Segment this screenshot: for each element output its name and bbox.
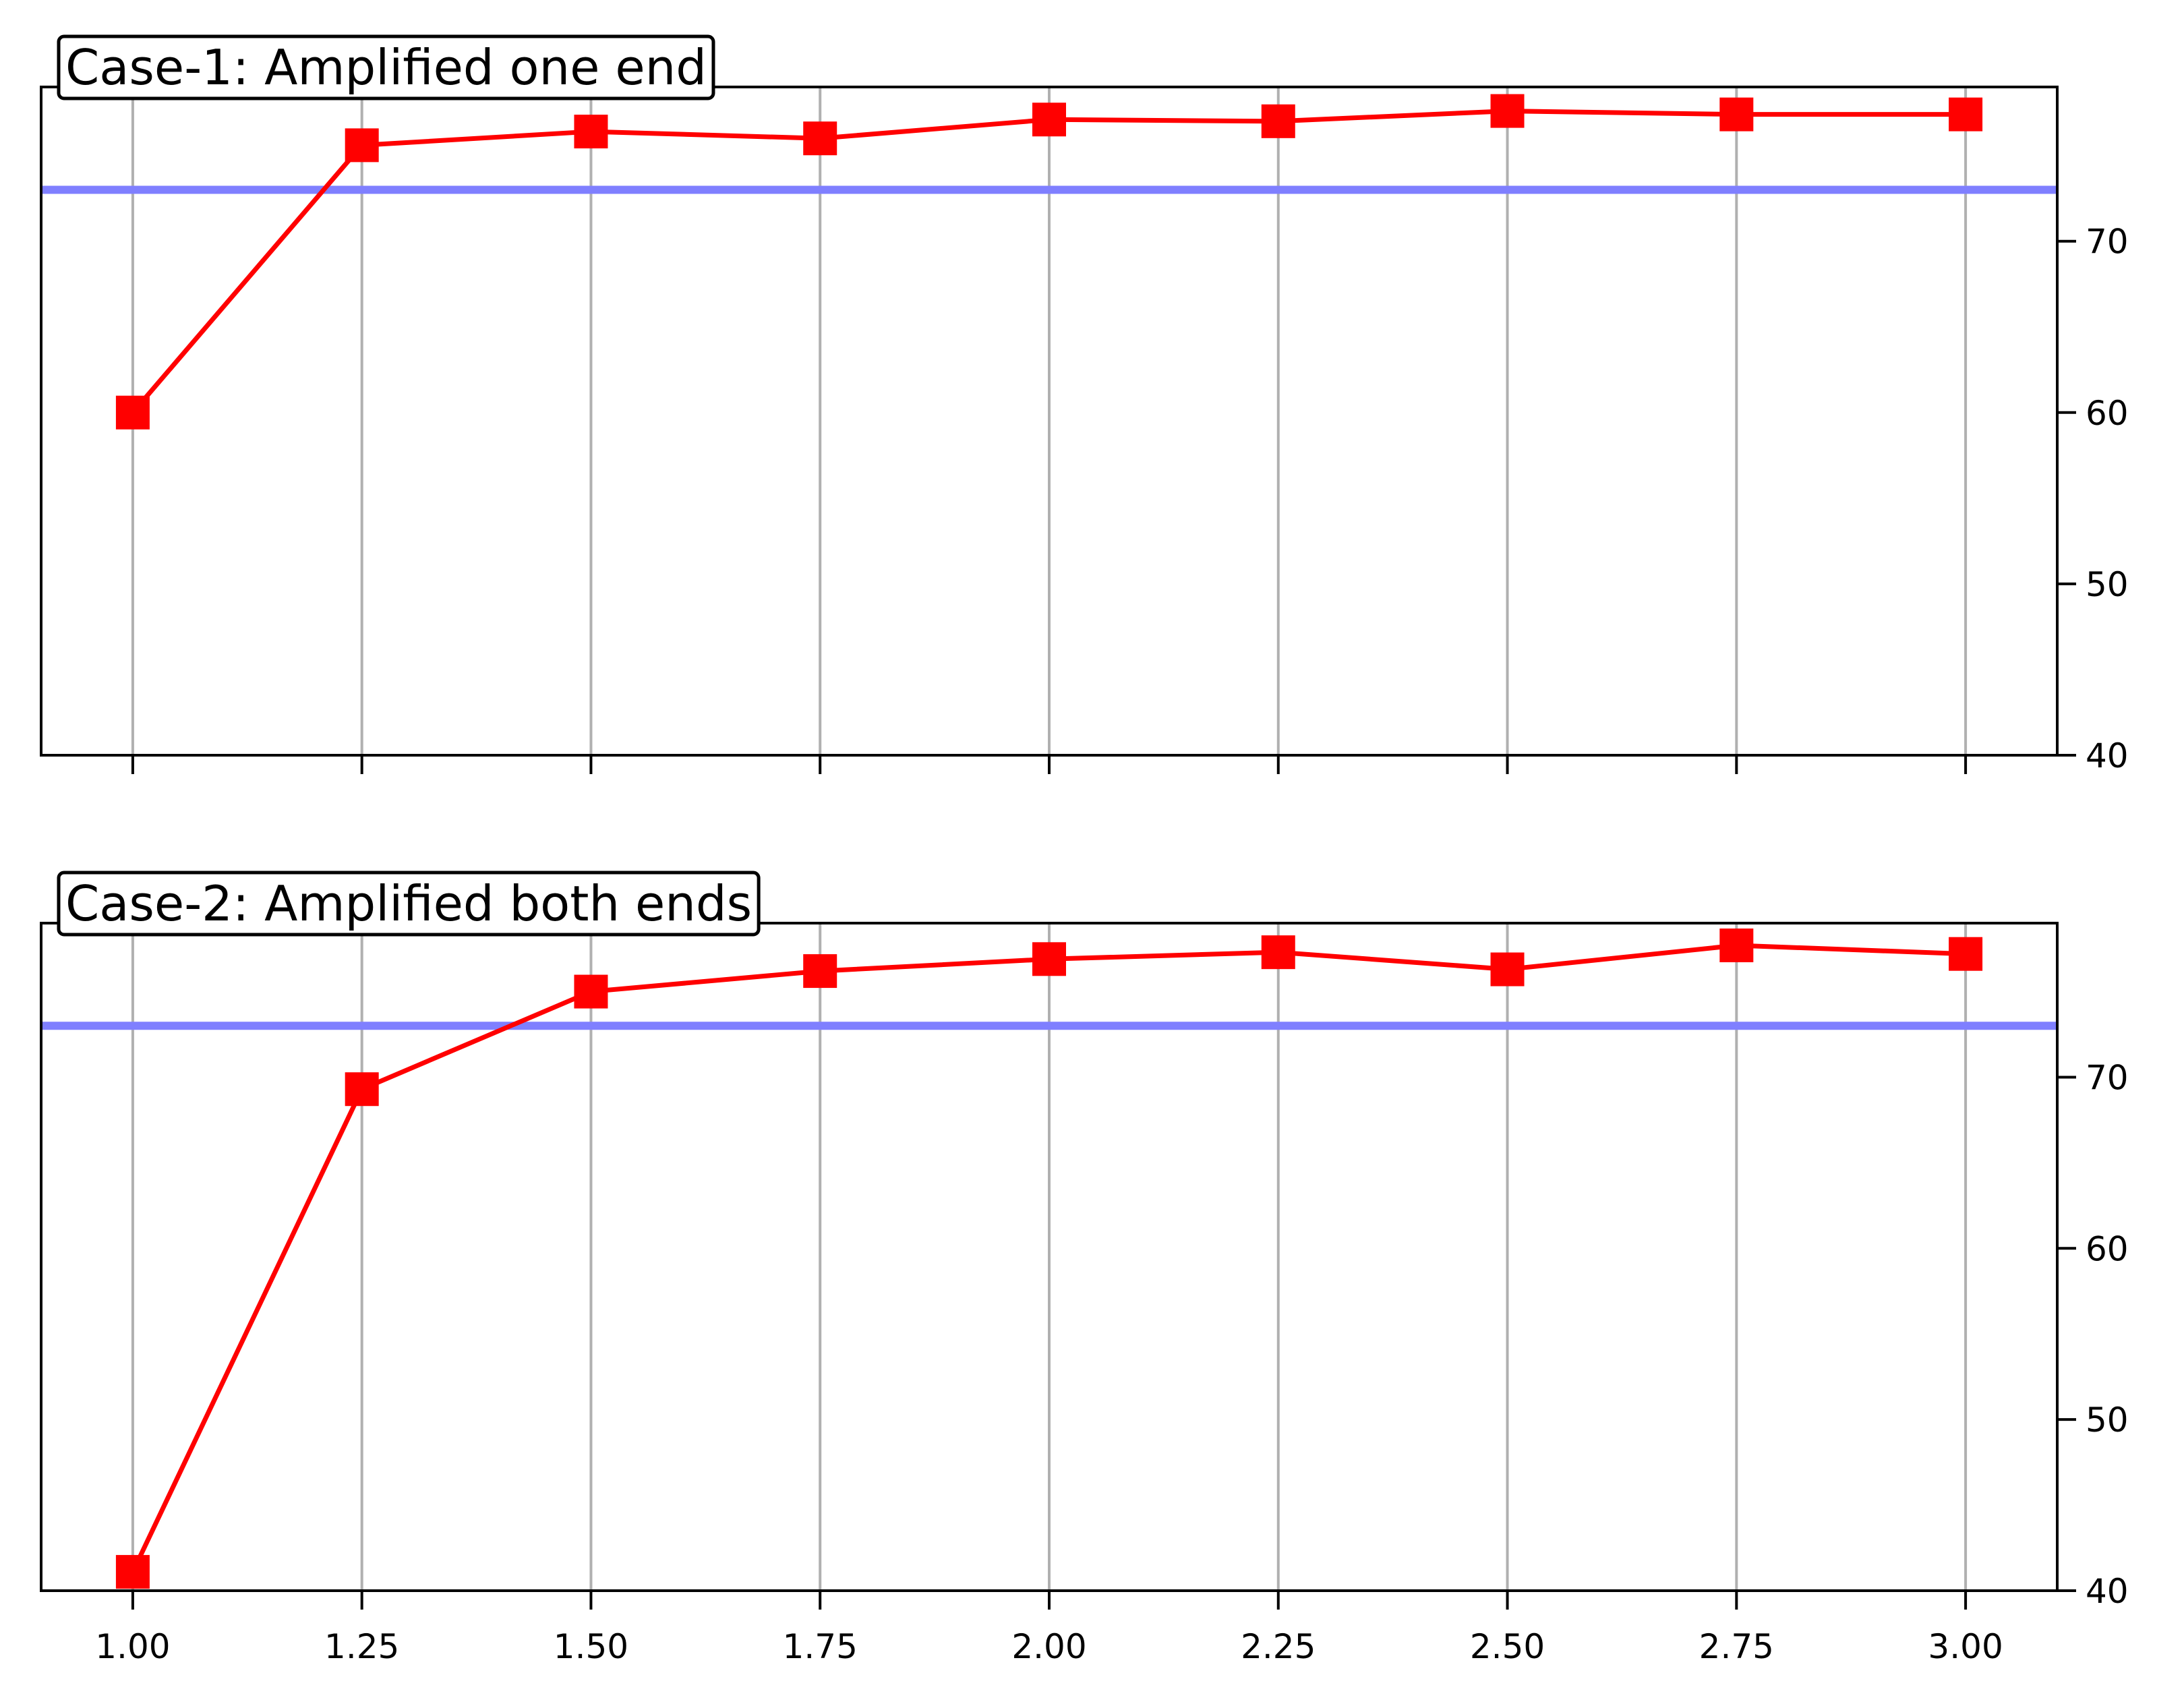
case-title-box: Case-1: Amplified one end — [57, 34, 715, 100]
y-tick-label: 70 — [2086, 223, 2129, 262]
y-tick-label: 50 — [2086, 1401, 2129, 1440]
data-point — [1032, 102, 1066, 137]
x-tick-label: 2.25 — [1241, 1627, 1316, 1666]
title-box-border — [57, 34, 715, 100]
case-title-box: Case-2: Amplified both ends — [57, 871, 761, 937]
x-tick-label: 2.75 — [1699, 1627, 1774, 1666]
y-tick-label: 40 — [2086, 736, 2129, 775]
data-point — [345, 128, 379, 163]
y-tick-label: 70 — [2086, 1058, 2129, 1097]
data-point — [1490, 94, 1525, 128]
subplot-case-2: 1.00 1.25 1.50 1.75 2.00 2.25 2.50 2.75 3.00 40 50… — [40, 871, 2129, 1666]
x-tick-label: 1.00 — [95, 1627, 170, 1666]
data-point — [574, 115, 608, 149]
data-point — [1719, 97, 1754, 131]
case-title: Case-1: Amplified one end — [65, 39, 707, 96]
subplot-case-1: 40 50 60 70 Case-1: Amplified one end — [40, 34, 2129, 775]
y-tick-label: 50 — [2086, 565, 2129, 604]
data-point — [574, 974, 608, 1009]
title-box-border — [57, 871, 761, 937]
y-tick-label: 60 — [2086, 1229, 2129, 1268]
y-tick-label: 60 — [2086, 394, 2129, 433]
x-tick-label: 1.75 — [783, 1627, 858, 1666]
data-point — [803, 954, 837, 989]
case-title: Case-2: Amplified both ends — [65, 875, 752, 932]
x-tick-label: 1.50 — [554, 1627, 628, 1666]
data-point — [1949, 97, 1983, 131]
data-point — [115, 1555, 150, 1589]
data-point — [803, 121, 837, 156]
x-tick-label: 2.00 — [1011, 1627, 1086, 1666]
x-tick-label: 1.25 — [324, 1627, 399, 1666]
data-point — [1261, 104, 1295, 138]
data-point — [1032, 942, 1066, 976]
data-point — [1719, 929, 1754, 962]
data-point — [345, 1072, 379, 1107]
data-point — [115, 395, 150, 430]
x-tick-label: 2.50 — [1470, 1627, 1545, 1666]
y-tick-label: 40 — [2086, 1572, 2129, 1611]
data-point — [1261, 935, 1295, 970]
data-point — [1949, 937, 1983, 971]
x-tick-label: 3.00 — [1928, 1627, 2003, 1666]
data-point — [1490, 952, 1525, 987]
